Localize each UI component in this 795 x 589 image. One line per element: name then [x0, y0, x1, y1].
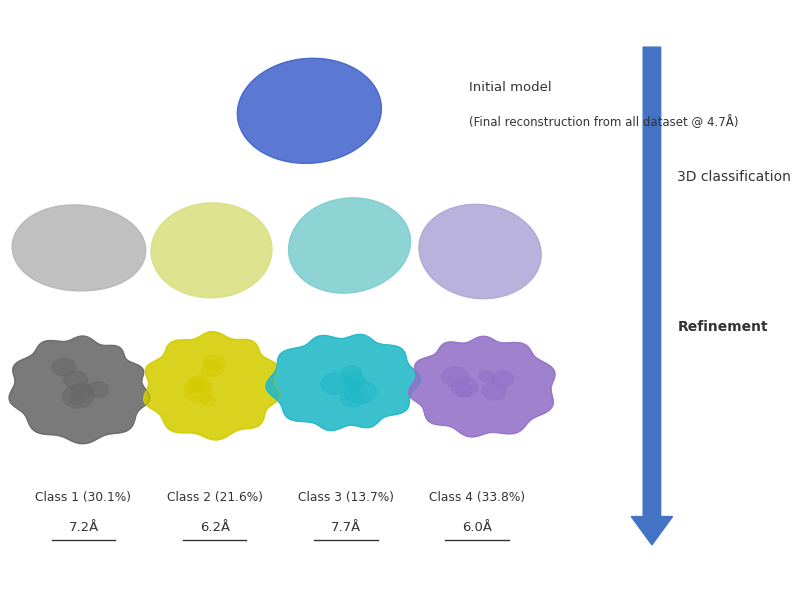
Polygon shape	[187, 376, 210, 393]
Polygon shape	[9, 336, 149, 444]
Polygon shape	[321, 373, 349, 394]
Polygon shape	[409, 336, 555, 437]
Text: Class 3 (13.7%): Class 3 (13.7%)	[298, 491, 394, 504]
Polygon shape	[204, 355, 224, 370]
Polygon shape	[345, 380, 376, 403]
Polygon shape	[64, 371, 87, 389]
Polygon shape	[479, 370, 494, 382]
Text: Class 4 (33.8%): Class 4 (33.8%)	[429, 491, 525, 504]
Polygon shape	[342, 366, 362, 380]
Polygon shape	[482, 382, 506, 400]
Polygon shape	[347, 381, 362, 392]
Polygon shape	[289, 198, 410, 293]
Polygon shape	[340, 389, 365, 407]
Polygon shape	[344, 373, 366, 389]
Polygon shape	[144, 332, 281, 440]
Text: (Final reconstruction from all dataset @ 4.7Å): (Final reconstruction from all dataset @…	[469, 115, 739, 129]
Polygon shape	[456, 385, 473, 397]
Text: 6.2Å: 6.2Å	[200, 521, 230, 534]
Polygon shape	[70, 395, 83, 405]
Text: 6.0Å: 6.0Å	[462, 521, 492, 534]
FancyArrow shape	[631, 47, 673, 545]
Polygon shape	[266, 335, 421, 431]
Text: Class 2 (21.6%): Class 2 (21.6%)	[167, 491, 262, 504]
Text: 3D classification: 3D classification	[677, 170, 791, 184]
Text: 7.2Å: 7.2Å	[68, 521, 99, 534]
Text: 7.7Å: 7.7Å	[331, 521, 361, 534]
Polygon shape	[419, 204, 541, 299]
Polygon shape	[202, 361, 223, 376]
Polygon shape	[201, 395, 216, 406]
Polygon shape	[491, 370, 514, 387]
Polygon shape	[442, 367, 468, 387]
Polygon shape	[238, 58, 382, 163]
Text: Initial model: Initial model	[469, 81, 552, 94]
Polygon shape	[184, 381, 213, 402]
Polygon shape	[452, 378, 478, 397]
Polygon shape	[63, 385, 93, 408]
Text: Class 1 (30.1%): Class 1 (30.1%)	[36, 491, 131, 504]
Polygon shape	[151, 203, 272, 298]
Polygon shape	[52, 359, 76, 376]
Polygon shape	[87, 382, 109, 398]
Polygon shape	[188, 378, 205, 391]
Polygon shape	[72, 383, 93, 399]
Polygon shape	[12, 205, 145, 291]
Text: Refinement: Refinement	[677, 320, 768, 334]
